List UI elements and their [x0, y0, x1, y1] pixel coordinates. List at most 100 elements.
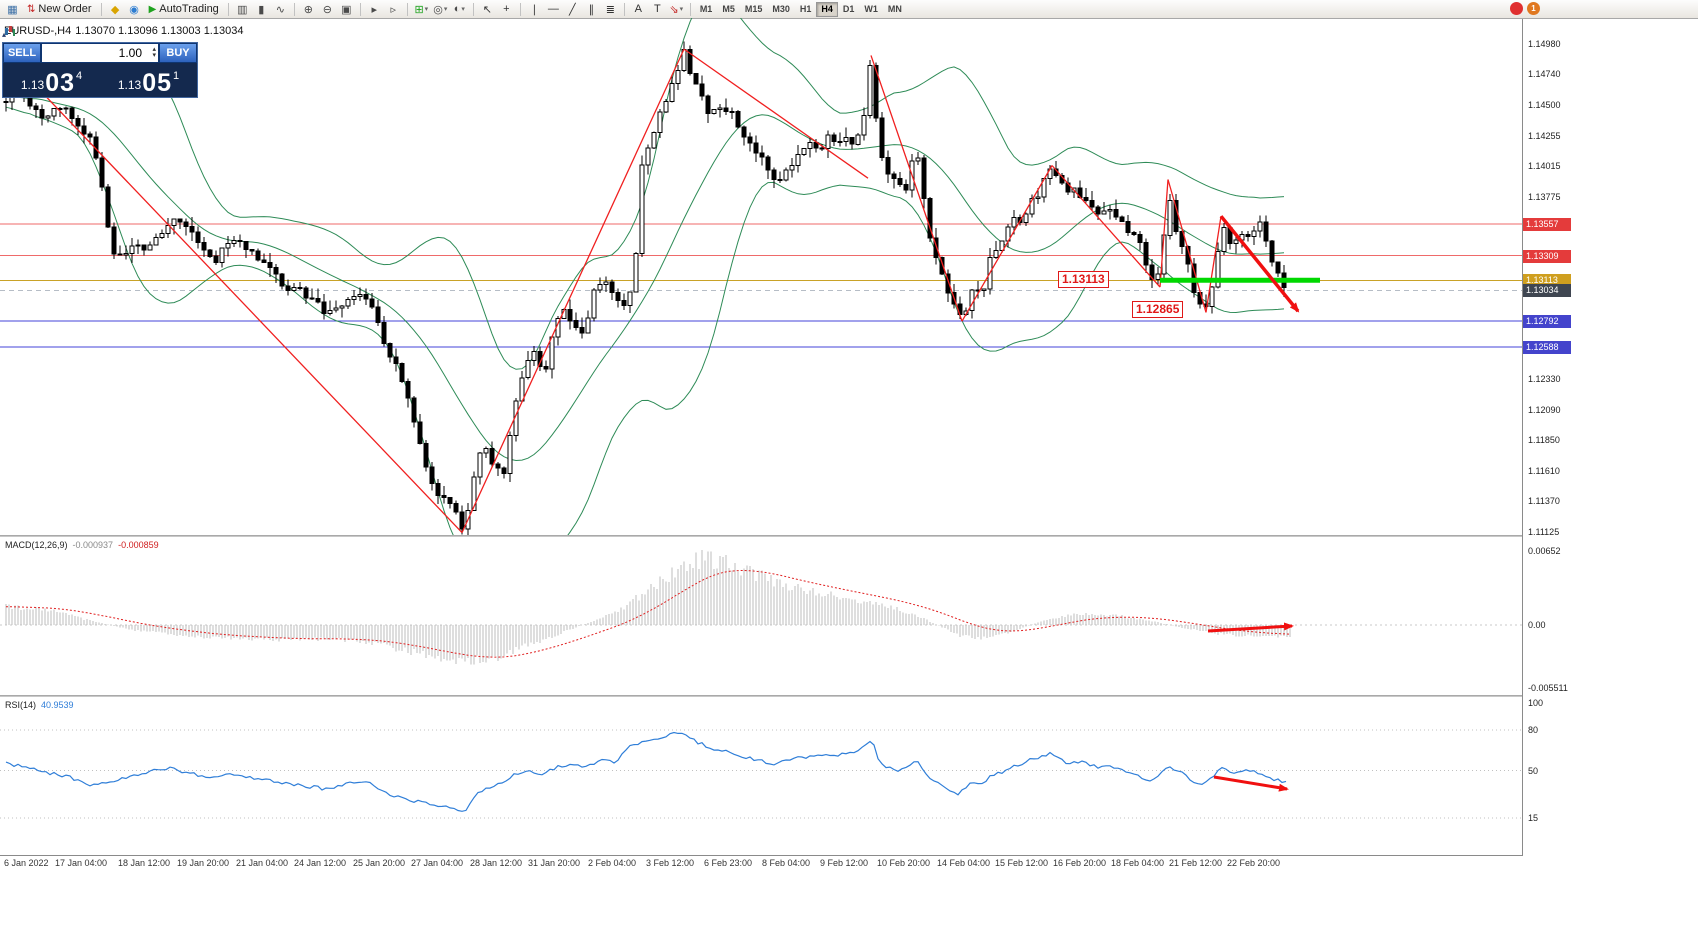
bar-chart-icon[interactable]: ▥: [237, 3, 248, 16]
rsi-scale-tick: 50: [1528, 765, 1539, 776]
indicators-dropdown[interactable]: ⊞ ▾: [414, 3, 429, 16]
chart-window-icon[interactable]: ▦: [7, 3, 18, 16]
volume-increase-icon[interactable]: ▴: [152, 46, 156, 53]
cursor-icon[interactable]: ↖: [482, 3, 492, 16]
market-watch-icon[interactable]: ◉: [129, 3, 139, 16]
timeframe-button-mn[interactable]: MN: [883, 2, 907, 17]
new-order-button[interactable]: ⇅ New Order: [22, 1, 97, 17]
sell-button[interactable]: SELL: [3, 43, 41, 63]
candle-body: [405, 380, 411, 399]
autotrading-button-icon: ▶: [148, 3, 157, 15]
rsi-label: RSI(14): [5, 700, 37, 710]
candle-body: [1101, 210, 1107, 215]
candle-body: [1095, 206, 1101, 215]
ask-big-digits: 05: [142, 68, 173, 97]
candle-body: [1155, 273, 1161, 280]
candle-body: [261, 259, 267, 263]
time-axis-label: 21 Jan 04:00: [236, 858, 289, 868]
arrows-tool-dropdown[interactable]: ⇘ ▾: [669, 3, 684, 16]
panel-splitter[interactable]: [0, 695, 1522, 697]
tile-windows-icon[interactable]: ▣: [341, 3, 352, 16]
bid-price[interactable]: 1.13 03 4: [3, 63, 100, 97]
candle-body: [657, 111, 663, 133]
candle-body: [897, 178, 903, 186]
fibonacci-icon[interactable]: ≣: [605, 3, 615, 16]
candle-body: [1245, 234, 1251, 238]
down-arrow: [1219, 215, 1300, 313]
candle-body: [849, 136, 855, 145]
timeframe-button-m5[interactable]: M5: [717, 2, 740, 17]
candle-body: [147, 244, 153, 251]
candle-body: [159, 233, 165, 238]
bid-prefix: 1.13: [20, 78, 45, 92]
candle-body: [819, 147, 825, 150]
trend-line: [1205, 216, 1222, 313]
toolbar-separator: [519, 2, 521, 16]
channel-icon[interactable]: ∥: [588, 3, 595, 16]
price-chart-canvas[interactable]: [0, 18, 1522, 535]
panel-splitter[interactable]: [0, 535, 1522, 537]
timeframe-button-w1[interactable]: W1: [859, 2, 883, 17]
candle-body: [381, 322, 387, 345]
candle-body: [687, 49, 693, 74]
candle-body: [903, 184, 909, 191]
rsi-indicator-canvas[interactable]: [0, 697, 1522, 855]
objects-dropdown[interactable]: ◎ ▾: [433, 3, 448, 16]
timeframe-button-h1[interactable]: H1: [795, 2, 817, 17]
line-chart-icon[interactable]: ∿: [275, 3, 285, 16]
macd-indicator-canvas[interactable]: [0, 537, 1522, 693]
buy-button[interactable]: BUY: [159, 43, 197, 63]
one-click-collapse-icon[interactable]: ▴: [2, 30, 7, 39]
bollinger-lower-band: [5, 106, 1285, 535]
candle-body: [1251, 230, 1257, 238]
candle-body: [1257, 221, 1263, 232]
candle-body: [231, 240, 237, 244]
chart-shift-icon[interactable]: ▹: [390, 3, 397, 16]
new-order-button-icon: ⇅: [27, 3, 36, 15]
text-icon[interactable]: A: [634, 3, 642, 15]
time-axis-label: 18 Feb 04:00: [1111, 858, 1165, 868]
timeframe-button-m30[interactable]: M30: [767, 2, 795, 17]
ask-price[interactable]: 1.13 05 1: [100, 63, 197, 97]
crosshair-icon[interactable]: +: [503, 3, 510, 15]
auto-scroll-icon[interactable]: ▸: [371, 3, 378, 16]
volume-decrease-icon[interactable]: ▾: [152, 52, 156, 59]
notifications-icon[interactable]: 1: [1527, 2, 1540, 15]
metaeditor-icon[interactable]: ◆: [110, 3, 120, 16]
zoom-in-icon[interactable]: ⊕: [303, 3, 313, 16]
candle-body: [135, 244, 141, 247]
timeframe-button-m15[interactable]: M15: [740, 2, 768, 17]
rsi-line: [5, 731, 1287, 812]
zoom-out-icon[interactable]: ⊖: [322, 3, 332, 16]
candle-body: [621, 299, 627, 306]
time-axis[interactable]: 6 Jan 2022 17 Jan 04:00 18 Jan 12:00 19 Jan…: [0, 856, 1522, 871]
candle-body: [675, 69, 681, 84]
volume-input[interactable]: 1.00 ▴ ▾: [41, 43, 159, 63]
periods-dropdown[interactable]: ◐ ▾: [453, 3, 465, 15]
macd-indicator-label: MACD(12,26,9) -0.000937 -0.000859: [5, 540, 159, 550]
new-order-button-label: New Order: [38, 3, 92, 15]
candle-body: [171, 218, 177, 226]
timeframe-button-h4[interactable]: H4: [816, 1, 838, 17]
candle-body: [507, 434, 513, 474]
timeframe-button-d1[interactable]: D1: [838, 2, 860, 17]
candle-body: [249, 249, 255, 252]
timeframe-button-m1[interactable]: M1: [695, 2, 718, 17]
alerts-icon[interactable]: [1510, 2, 1523, 15]
volume-stepper[interactable]: ▴ ▾: [152, 44, 156, 62]
candle-body: [399, 363, 405, 382]
candle-body: [339, 305, 345, 309]
vertical-line-icon[interactable]: ∣: [531, 3, 538, 16]
candle-body: [543, 365, 549, 370]
price-scale[interactable]: 1.14980 1.14740 1.14500 1.14255 1.14015 1.137…: [1522, 19, 1698, 856]
horizontal-line-icon[interactable]: ―: [547, 3, 559, 15]
candlestick-chart-icon[interactable]: ▮: [258, 3, 265, 16]
autotrading-button[interactable]: ▶ AutoTrading: [144, 1, 224, 17]
chevron-down-icon: ▾: [679, 6, 684, 13]
text-label-icon[interactable]: T: [653, 3, 661, 15]
time-axis-label: 31 Jan 20:00: [528, 858, 581, 868]
candle-body: [705, 95, 711, 114]
candle-body: [183, 221, 189, 227]
trendline-icon[interactable]: ╱: [569, 3, 576, 16]
